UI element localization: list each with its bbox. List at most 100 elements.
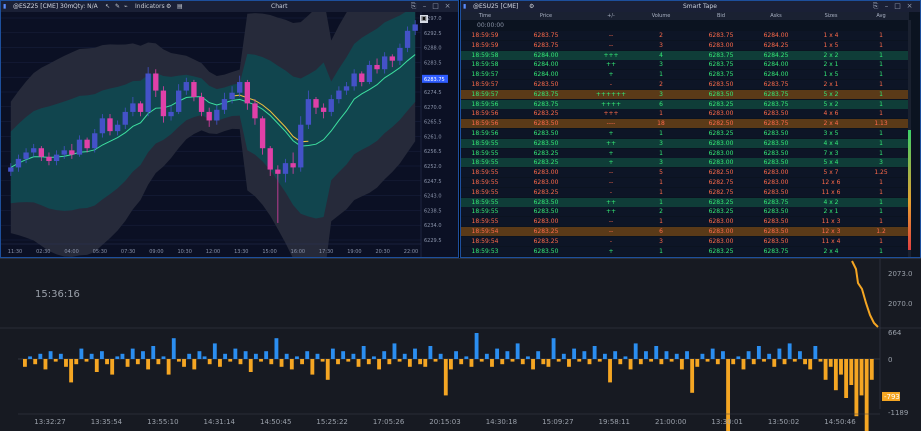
tape-scrollbar-thumb[interactable] <box>908 130 911 250</box>
cursor-tool-icon[interactable]: ↖ <box>105 3 111 10</box>
tape-cell: ++ <box>605 198 617 206</box>
delta-bar <box>284 353 289 359</box>
delta-bar <box>372 356 376 359</box>
tape-cell: 18:59:54 <box>471 228 499 235</box>
tape-cell: 11 x 4 <box>821 237 841 245</box>
delta-bar <box>135 359 140 365</box>
tape-row[interactable]: 18:59:56 6283.25 +++ 1 6283.00 6283.50 4 x 6 1 <box>461 109 909 119</box>
tape-row[interactable]: 18:59:58 6284.00 +++ 4 6283.75 6284.25 2 x 2 1 <box>461 50 909 60</box>
delta-bar <box>695 359 700 367</box>
tape-row[interactable]: 18:59:55 6283.00 -- 1 6282.75 6283.00 12 x 6 1 <box>461 178 909 187</box>
tape-row[interactable]: 18:59:55 6283.25 - 1 6282.75 6283.50 11 x 6 1 <box>461 187 909 197</box>
tape-row[interactable]: 18:59:59 6283.75 -- 3 6283.00 6284.25 1 x 5 1 <box>461 40 909 50</box>
delta-bar <box>567 359 571 367</box>
delta-bar <box>669 359 674 362</box>
tape-link-icon[interactable]: ⎘ <box>872 2 879 10</box>
tape-cell: 6283.25 <box>708 198 734 206</box>
tape-row[interactable]: 18:59:56 6283.75 ++++ 6 6283.25 6283.75 5 x 2 1 <box>461 99 909 109</box>
chart-qty-label[interactable]: Qty: N/A <box>73 3 98 10</box>
tape-row[interactable]: 18:59:54 6283.25 - 3 6283.00 6283.50 11 x 4 1 <box>461 236 909 246</box>
tape-column-header[interactable]: Avg <box>876 13 886 19</box>
tape-row[interactable]: 18:59:57 6284.00 +1 6283.75 6284.00 1 x 5 1 <box>461 70 909 80</box>
tape-cell: 6283.50 <box>763 218 789 226</box>
tape-close-icon[interactable]: × <box>906 2 913 10</box>
delta-bar <box>700 353 705 359</box>
delta-x-tick: 21:00:00 <box>655 418 686 426</box>
y-tick-label: 6229.5 <box>424 238 442 244</box>
tape-row[interactable]: 18:59:58 6284.00 ++ 3 6283.75 6284.00 2 x 1 1 <box>461 60 909 70</box>
delta-bar <box>341 351 346 359</box>
tape-minimize-icon[interactable]: – <box>884 2 889 10</box>
delta-bar <box>541 359 546 365</box>
indicators-icon[interactable]: ⌁ <box>124 3 128 10</box>
delta-bar <box>197 351 202 359</box>
tape-column-header[interactable]: Price <box>539 13 553 19</box>
chart-panel-toggle-icon[interactable]: ▣ <box>420 15 428 23</box>
minimize-icon[interactable]: – <box>422 2 427 10</box>
tape-cell: 1 <box>879 188 883 196</box>
tape-row[interactable]: 18:59:55 6283.00 -- 1 6283.00 6283.50 11 x 3 1 <box>461 217 909 227</box>
tape-row[interactable]: 18:59:59 6283.75 -- 2 6283.75 6284.00 1 x 4 1 <box>461 31 909 40</box>
delta-bar <box>28 356 32 359</box>
tape-maximize-icon[interactable]: □ <box>894 2 901 10</box>
close-icon[interactable]: × <box>444 2 451 10</box>
delta-bar <box>382 351 387 359</box>
tape-row[interactable]: 18:59:56 6283.50 ---- 18 6282.50 6283.75 2 x 4… <box>461 119 909 129</box>
tape-row[interactable]: 18:59:53 6283.50 +1 6283.25 6283.75 2 x 4 1 <box>461 246 909 256</box>
tape-scrollbar[interactable] <box>908 20 911 257</box>
layout-icon[interactable]: ▤ <box>177 3 183 10</box>
delta-price-tag <box>882 392 900 401</box>
tape-row[interactable]: 18:59:56 6283.50 +1 6283.25 6283.50 3 x 5 1 <box>461 129 909 138</box>
tape-cell: 18:59:56 <box>471 110 499 118</box>
settings-icon[interactable]: ⚙ <box>166 3 172 10</box>
delta-bar <box>94 359 99 372</box>
chart-symbol-selector[interactable]: @ESZ25 [CME] 30m <box>13 3 74 10</box>
delta-x-tick: 13:35:54 <box>91 418 123 426</box>
tape-cell: 6283.00 <box>708 41 734 49</box>
tape-row[interactable]: 18:59:57 6283.75 ++++++ 3 6283.50 6283.75 5 x … <box>461 89 909 99</box>
tape-column-header[interactable]: +/- <box>607 13 615 19</box>
tape-settings-icon[interactable]: ⚙ <box>529 3 535 10</box>
x-tick-label: 07:30 <box>121 249 135 255</box>
tape-column-header[interactable]: Bid <box>717 13 725 19</box>
tape-symbol-selector[interactable]: @ESU25 [CME] <box>473 3 519 10</box>
tape-cell: 1 <box>659 247 663 255</box>
y-tick-label: 6270.0 <box>424 105 442 111</box>
tape-row[interactable]: 18:59:55 6283.50 ++ 2 6283.25 6283.50 2 x 1 1 <box>461 207 909 217</box>
delta-bar <box>710 348 715 359</box>
tape-column-header[interactable]: Sizes <box>824 13 838 19</box>
chart-tab-icon[interactable]: ▮ <box>3 3 7 10</box>
delta-bar <box>803 359 807 365</box>
tape-cell: 6283.00 <box>533 218 559 226</box>
link-icon[interactable]: ⎘ <box>410 2 417 10</box>
draw-tool-icon[interactable]: ✎ <box>115 3 121 10</box>
delta-bar <box>110 359 115 375</box>
tape-column-header[interactable]: Time <box>478 13 492 19</box>
candle-body <box>259 118 266 149</box>
tape-cell: 6283.25 <box>708 247 734 255</box>
tape-row[interactable]: 18:59:55 6283.50 ++ 3 6283.00 6283.50 4 x 4 1 <box>461 138 909 148</box>
tape-cell: 1 <box>659 188 663 196</box>
candle-body <box>145 73 151 112</box>
delta-bar <box>469 359 474 367</box>
price-chart[interactable]: 6297.06292.56288.06283.56279.06274.56270… <box>1 12 458 257</box>
tape-row[interactable]: 18:59:55 6283.25 +3 6283.00 6283.50 5 x 4 3 <box>461 158 909 168</box>
tape-cell: 18:59:55 <box>471 188 499 196</box>
tape-row[interactable]: 18:59:55 6283.00 -- 5 6282.50 6283.00 5 x 7 1.2… <box>461 168 909 178</box>
maximize-icon[interactable]: □ <box>432 2 439 10</box>
tape-row[interactable]: 18:59:57 6283.50 - 2 6283.50 6283.75 2 x 1 1 <box>461 80 909 89</box>
tape-row[interactable]: 18:59:55 6283.25 +1 6283.00 6283.50 7 x 3 1 <box>461 148 909 158</box>
tape-cell: 1 <box>659 179 663 186</box>
tape-column-header[interactable]: Volume <box>651 13 671 19</box>
tape-cell: 1 <box>879 90 883 98</box>
tape-column-header[interactable]: Asks <box>770 13 782 19</box>
tape-cell: 1 <box>879 100 883 108</box>
tape-cell: 6283.50 <box>708 81 734 88</box>
tape-tab-icon[interactable]: ▮ <box>463 3 467 10</box>
indicators-button[interactable]: Indicators <box>135 3 165 10</box>
tape-row[interactable]: 18:59:54 6283.25 -- 6 6283.00 6283.50 12 x 3 1.… <box>461 227 909 236</box>
delta-chart[interactable]: 2073.0 2070.0 664 0 -1189 -793 13:32:27 13:35:5… <box>0 259 921 431</box>
delta-bar <box>84 359 89 362</box>
tape-cell: 3 <box>659 139 663 147</box>
tape-row[interactable]: 18:59:55 6283.50 ++ 1 6283.25 6283.75 4 x 2 1 <box>461 197 909 207</box>
